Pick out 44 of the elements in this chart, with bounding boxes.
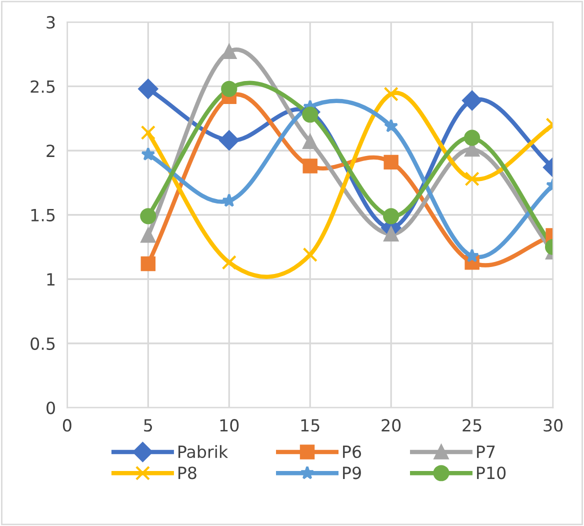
point (222, 44, 236, 60)
point (140, 208, 156, 224)
point (465, 248, 480, 262)
legend-label: Pabrik (178, 445, 228, 458)
point (140, 125, 156, 140)
y-tick-label: 2 (46, 144, 54, 157)
point (141, 147, 156, 161)
point (302, 247, 318, 262)
point (138, 78, 158, 99)
y-tick-label: 3 (46, 16, 55, 29)
y-tick-label: 1.5 (31, 209, 55, 222)
legend-label: P9 (343, 466, 361, 480)
point (464, 172, 480, 186)
legend-label: P8 (178, 466, 196, 480)
y-tick-label: 0 (46, 402, 55, 414)
y-tick-label: 0.5 (30, 337, 55, 350)
point (384, 226, 398, 242)
x-tick-label: 10 (220, 419, 239, 432)
point (219, 130, 240, 150)
point (302, 158, 318, 174)
point (462, 90, 482, 110)
x-tick-label: 0 (62, 419, 72, 432)
point (464, 130, 480, 146)
point (221, 80, 238, 97)
x-tick-label: 20 (382, 419, 401, 432)
legend-label: P7 (477, 446, 495, 458)
x-tick-label: 15 (301, 419, 320, 432)
point (384, 154, 398, 170)
point (140, 256, 156, 272)
point (222, 255, 236, 270)
point (384, 86, 398, 102)
x-tick-label: 25 (462, 419, 482, 432)
x-tick-label: 5 (144, 419, 152, 432)
point (222, 193, 236, 207)
point (383, 208, 400, 224)
point (302, 134, 318, 149)
point (140, 228, 156, 243)
x-tick-label: 30 (544, 419, 563, 432)
y-tick-label: 1 (47, 273, 55, 286)
y-tick-label: 2.5 (30, 80, 55, 93)
point (302, 106, 318, 123)
point (384, 118, 398, 132)
legend-label: P6 (343, 445, 362, 458)
legend-label: P10 (477, 466, 506, 480)
